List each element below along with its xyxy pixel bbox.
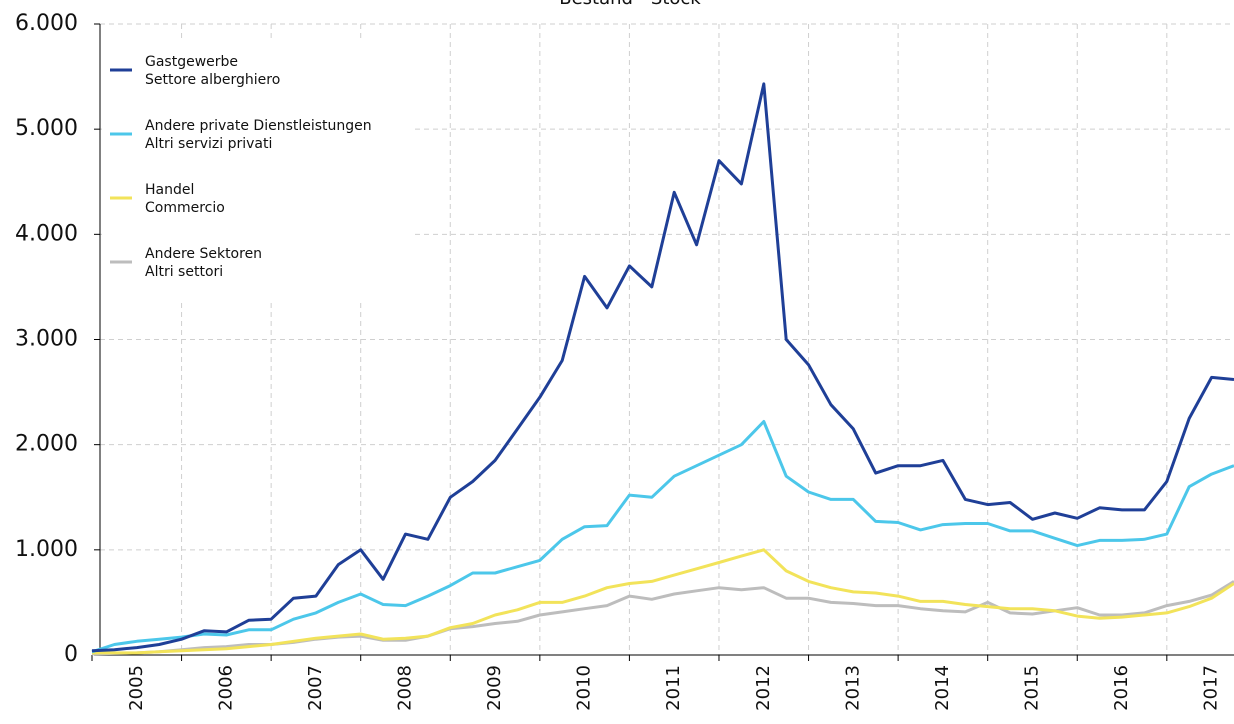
x-tick-label: 2010 [574,665,595,711]
line-series [92,548,1234,655]
line-series [91,420,1234,654]
y-tick-label: 5.000 [15,116,78,141]
legend-label: Handel [145,182,194,198]
legend-box [102,38,412,300]
y-tick-label: 2.000 [15,432,78,457]
y-tick-label: 6.000 [15,11,78,36]
x-tick-label: 2017 [1201,665,1222,711]
y-tick-label: 4.000 [15,221,78,246]
y-tick-label: 0 [64,642,78,667]
x-tick-label: 2008 [394,665,415,711]
x-tick-label: 2014 [932,665,953,711]
legend-label: Settore alberghiero [145,72,280,88]
y-tick-label: 1.000 [15,537,78,562]
x-tick-label: 2015 [1021,665,1042,711]
x-tick-label: 2012 [753,665,774,711]
y-tick-label: 3.000 [15,327,78,352]
legend-label: Andere private Dienstleistungen [145,118,372,134]
x-tick-label: 2005 [126,665,147,711]
legend-label: Andere Sektoren [145,246,262,262]
x-tick-label: 2011 [663,665,684,711]
line-series [91,82,1234,653]
legend-label: Commercio [145,200,225,216]
x-tick-label: 2006 [215,665,236,711]
x-tick-label: 2016 [1111,665,1132,711]
line-series [91,580,1234,656]
x-tick-label: 2007 [305,665,326,711]
legend-label: Altri settori [145,264,223,280]
legend-label: Gastgewerbe [145,54,238,70]
legend-label: Altri servizi privati [145,136,272,152]
chart-title: Bestand - Stock [559,0,701,9]
x-tick-label: 2013 [842,665,863,711]
x-tick-label: 2009 [484,665,505,711]
